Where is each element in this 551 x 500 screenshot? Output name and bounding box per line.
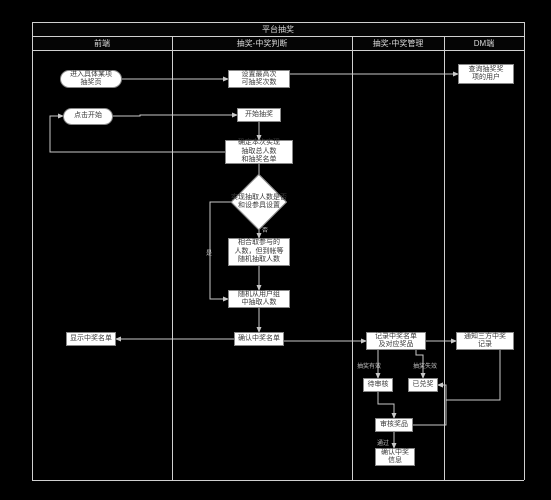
lane-sep-1 bbox=[172, 36, 173, 480]
frame-left bbox=[32, 22, 33, 480]
lane-header-draw: 抽奖-中奖判断 bbox=[172, 36, 352, 50]
lane-header-label: 抽奖-中奖判断 bbox=[237, 38, 288, 49]
node-n-paid: 已兑奖 bbox=[408, 378, 438, 392]
edge-label-e8: 是 bbox=[206, 248, 212, 257]
node-n-query: 查询抽奖奖 项的用户 bbox=[458, 64, 514, 84]
lane-header-manage: 抽奖-中奖管理 bbox=[352, 36, 444, 50]
node-n-enter: 进入具体某项 抽奖页 bbox=[60, 70, 122, 88]
node-n-show: 显示中奖名单 bbox=[66, 332, 116, 346]
edge-e17 bbox=[438, 350, 500, 400]
swimlane-title-text: 平台抽奖 bbox=[262, 24, 294, 35]
lane-header-label: DM端 bbox=[474, 38, 494, 49]
node-n-record: 记录中奖名单 及对应奖品 bbox=[366, 332, 426, 350]
node-n-audit: 审核奖品 bbox=[375, 418, 413, 432]
lane-header-label: 抽奖-中奖管理 bbox=[373, 38, 424, 49]
node-n-filter: 相合取参与的 人数，但到帐等 随机抽取人数 bbox=[228, 238, 290, 266]
node-n-start: 开始抽奖 bbox=[237, 108, 281, 122]
edge-label-e11: 抽奖有效 bbox=[357, 361, 381, 370]
node-n-wait: 待审核 bbox=[363, 378, 393, 392]
node-n-pick: 随机从用户组 中抽取人数 bbox=[228, 290, 290, 308]
node-n-config: 确定本次实现 抽取总人数 和抽奖名单 bbox=[225, 140, 293, 164]
edge-label-e5: 否 bbox=[262, 225, 268, 234]
node-n-notify: 通知三方中奖 记录 bbox=[456, 332, 514, 350]
node-n-clear: 确认中奖信息 bbox=[375, 448, 415, 466]
node-n-click: 点击开始 bbox=[63, 108, 113, 125]
decision-label: 实现抽取人数是否 和设参具设置 bbox=[231, 182, 287, 222]
frame-bottom bbox=[32, 480, 524, 481]
lane-header-label: 前端 bbox=[94, 38, 110, 49]
edge-label-e14: 通过 bbox=[377, 438, 389, 447]
edge-label-e12: 抽奖失效 bbox=[413, 361, 437, 370]
node-n-setcount: 设置最高次 可抽奖次数 bbox=[228, 70, 290, 88]
flowchart-canvas: { "frame": { "x": 32, "y": 22, "w": 492,… bbox=[0, 0, 551, 500]
swimlane-title: 平台抽奖 bbox=[32, 22, 524, 36]
lane-header-frontend: 前端 bbox=[32, 36, 172, 50]
edge-e13 bbox=[378, 392, 394, 418]
frame-header-sep bbox=[32, 50, 524, 51]
lane-header-dm: DM端 bbox=[444, 36, 524, 50]
edge-e2 bbox=[113, 115, 237, 116]
node-n-confirm: 确认中奖名单 bbox=[234, 332, 284, 346]
frame-right bbox=[524, 22, 525, 480]
lane-sep-2 bbox=[352, 36, 353, 480]
lane-sep-3 bbox=[444, 36, 445, 480]
